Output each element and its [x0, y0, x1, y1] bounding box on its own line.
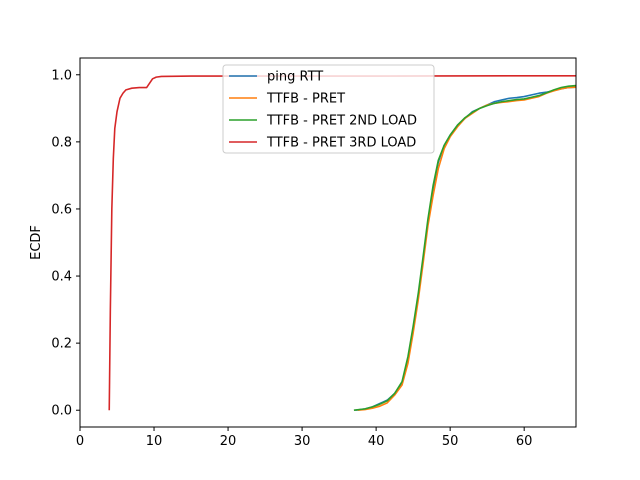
x-tick-label: 40: [368, 434, 385, 449]
y-tick-label: 0.4: [51, 270, 72, 285]
y-tick-label: 0.0: [51, 404, 72, 419]
legend-label: TTFB - PRET 2ND LOAD: [266, 114, 417, 129]
series-line-3: [353, 84, 576, 412]
y-axis-label: ECDF: [29, 225, 44, 260]
x-tick-label: 0: [76, 434, 84, 449]
x-tick-label: 50: [442, 434, 459, 449]
x-tick-label: 30: [294, 434, 311, 449]
y-tick-label: 0.2: [51, 337, 72, 352]
x-axis: 0 10 20 30 40 50 60: [76, 427, 533, 449]
legend-label: ping RTT: [267, 70, 323, 85]
y-axis: 0.0 0.2 0.4 0.6 0.8 1.0: [51, 68, 80, 419]
legend-label: TTFB - PRET: [266, 92, 345, 107]
y-tick-label: 1.0: [51, 68, 72, 83]
legend-label: TTFB - PRET 3RD LOAD: [266, 136, 416, 151]
plot-frame: [79, 57, 577, 428]
legend: ping RTT TTFB - PRET TTFB - PRET 2ND LOAD T…: [222, 64, 435, 154]
series-line-2: [357, 86, 576, 412]
x-tick-label: 60: [516, 434, 533, 449]
y-tick-label: 0.6: [51, 202, 72, 217]
x-tick-label: 10: [146, 434, 163, 449]
y-tick-label: 0.8: [51, 135, 72, 150]
series-layer: [108, 74, 576, 412]
x-tick-label: 20: [220, 434, 237, 449]
series-line-4: [108, 74, 576, 411]
legend-box: [222, 64, 435, 154]
